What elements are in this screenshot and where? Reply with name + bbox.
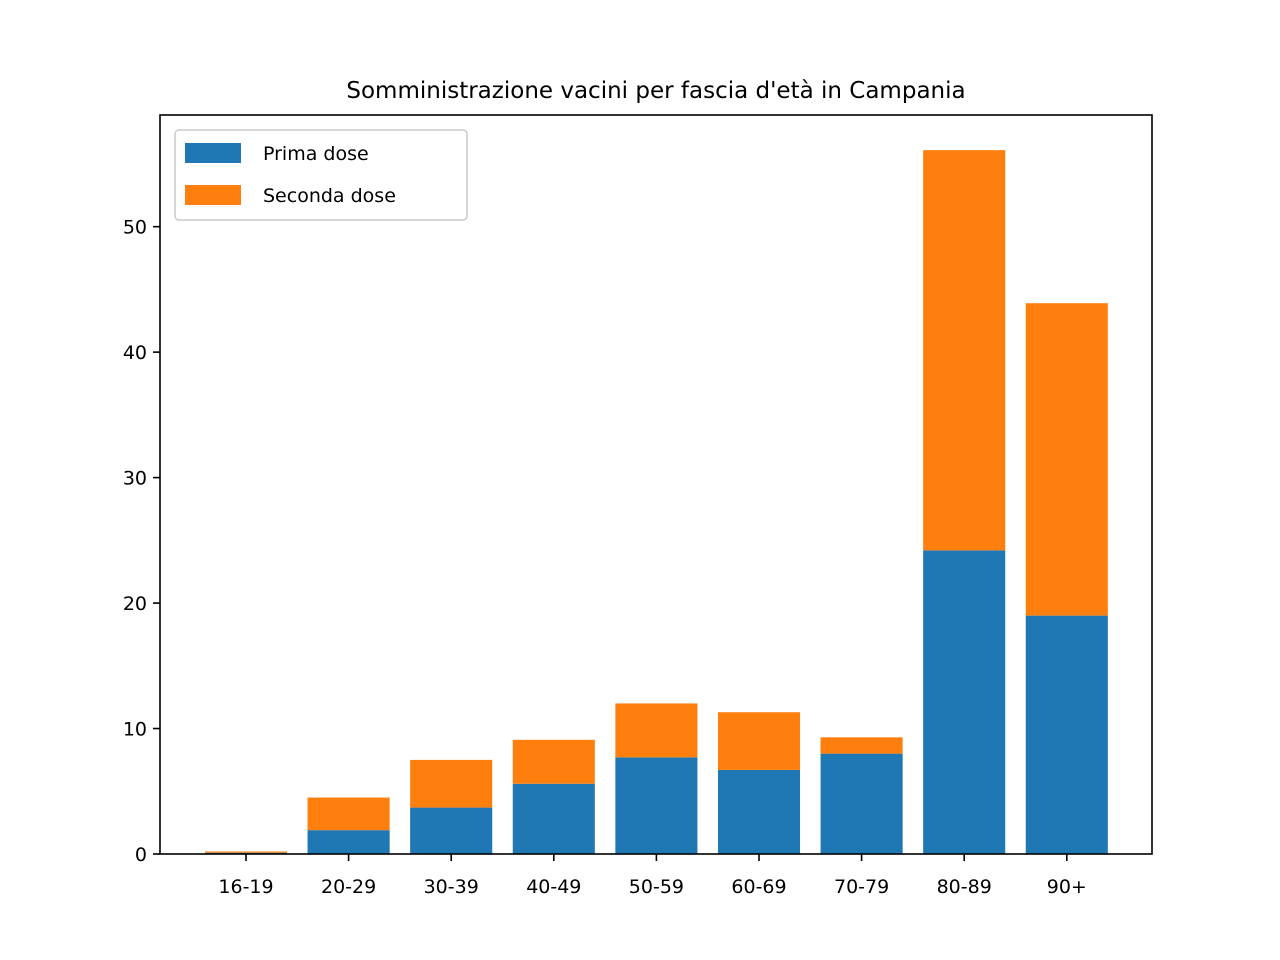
x-tick-label: 40-49 — [526, 876, 581, 898]
bar-seconda-40-49 — [512, 739, 595, 784]
y-tick-label: 50 — [123, 217, 147, 239]
bar-seconda-20-29 — [307, 797, 390, 831]
legend: Prima dose Seconda dose — [174, 129, 468, 221]
bar-prima-90+ — [1025, 615, 1108, 854]
bar-prima-30-39 — [410, 807, 493, 854]
legend-swatch — [185, 143, 241, 163]
bar-prima-80-89 — [923, 550, 1006, 854]
x-tick-label: 70-79 — [834, 876, 889, 898]
y-tick-label: 20 — [123, 593, 147, 615]
y-tick-label: 30 — [123, 468, 147, 490]
bar-prima-40-49 — [512, 783, 595, 854]
legend-swatch — [185, 185, 241, 205]
bar-seconda-30-39 — [410, 759, 493, 808]
bar-seconda-50-59 — [615, 703, 698, 758]
legend-label: Prima dose — [263, 143, 369, 165]
y-tick-label: 10 — [123, 719, 147, 741]
x-tick-label: 90+ — [1047, 876, 1087, 898]
x-tick-label: 50-59 — [629, 876, 684, 898]
x-tick-label: 16-19 — [218, 876, 273, 898]
x-tick-label: 80-89 — [937, 876, 992, 898]
bar-seconda-70-79 — [820, 737, 903, 754]
y-tick-label: 0 — [135, 844, 147, 866]
legend-frame — [174, 129, 468, 221]
bar-prima-60-69 — [717, 769, 801, 854]
bar-prima-70-79 — [820, 753, 903, 854]
bar-seconda-16-19 — [204, 851, 288, 853]
y-axis: 0 10 20 30 40 50 — [123, 217, 160, 866]
chart-title: Somministrazione vacini per fascia d'età… — [346, 78, 965, 104]
legend-label: Seconda dose — [263, 185, 396, 207]
x-tick-label: 60-69 — [731, 876, 786, 898]
x-axis: 16-19 20-29 30-39 40-49 50-59 60-69 70-79 80-89… — [218, 854, 1087, 898]
bar-seconda-90+ — [1025, 303, 1108, 616]
bar-group — [204, 150, 1108, 854]
bar-prima-50-59 — [615, 757, 698, 854]
y-tick-label: 40 — [123, 342, 147, 364]
bar-seconda-60-69 — [717, 712, 801, 770]
bar-prima-20-29 — [307, 830, 390, 854]
x-tick-label: 20-29 — [321, 876, 376, 898]
x-tick-label: 30-39 — [424, 876, 479, 898]
plot-frame — [159, 114, 1153, 855]
bar-seconda-80-89 — [923, 150, 1006, 551]
